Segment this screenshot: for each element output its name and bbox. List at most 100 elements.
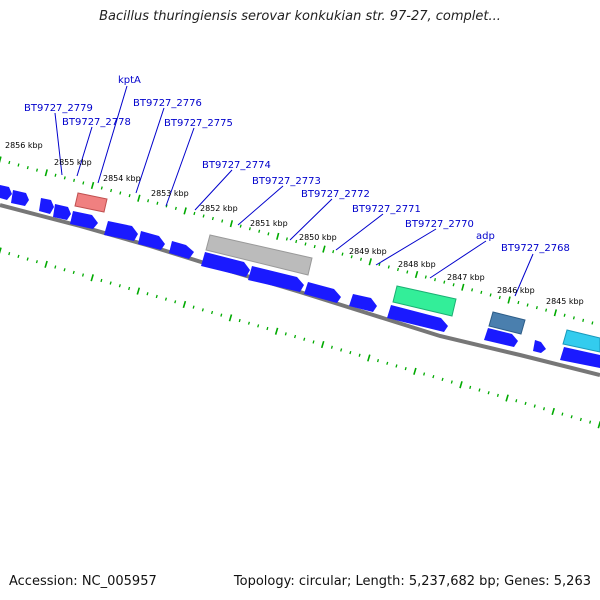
gene-label-kptA[interactable]: kptA	[118, 75, 141, 86]
gene-arrow[interactable]	[104, 221, 138, 241]
gene-arrow[interactable]	[39, 198, 54, 214]
gene-label-BT9727_2768[interactable]: BT9727_2768	[501, 243, 570, 254]
inner-tick	[330, 345, 333, 349]
accession-label: Accession: NC_005957	[9, 574, 157, 589]
gene-label-adp[interactable]: adp	[476, 231, 495, 242]
gene-arrow[interactable]	[169, 241, 194, 259]
inner-tick	[561, 412, 564, 416]
leader-line	[165, 127, 195, 207]
outer-tick	[90, 181, 95, 190]
outer-tick	[304, 242, 307, 246]
gene-feature-2775-region[interactable]	[205, 234, 313, 276]
gene-arrow[interactable]	[201, 252, 250, 277]
outer-tick	[535, 306, 538, 310]
gene-label-BT9727_2772[interactable]: BT9727_2772	[301, 189, 370, 200]
inner-tick	[81, 273, 85, 277]
outer-tick	[359, 257, 363, 261]
leader-line	[289, 198, 333, 241]
gene-label-BT9727_2776[interactable]: BT9727_2776	[133, 98, 202, 109]
outer-tick	[229, 220, 234, 228]
kbp-label-2850: 2850 kbp	[299, 233, 337, 242]
inner-tick	[589, 420, 592, 424]
inner-tick	[136, 287, 141, 295]
outer-tick	[211, 216, 214, 221]
inner-tick	[293, 334, 297, 339]
gene-label-BT9727_2770[interactable]: BT9727_2770	[405, 219, 474, 230]
gene-arrow[interactable]	[560, 347, 600, 368]
gene-arrow[interactable]	[387, 305, 448, 332]
inner-tick	[570, 415, 573, 419]
outer-tick	[341, 252, 344, 256]
inner-tick	[266, 326, 269, 331]
inner-tick	[505, 394, 509, 402]
gene-label-BT9727_2775[interactable]: BT9727_2775	[164, 118, 233, 129]
genome-summary-label: Topology: circular; Length: 5,237,682 bp…	[233, 574, 591, 589]
inner-tick	[320, 340, 325, 349]
leader-line	[54, 112, 63, 176]
outer-tick	[350, 255, 353, 259]
inner-tick	[413, 367, 417, 375]
gene-arrow[interactable]	[304, 282, 341, 303]
inner-tick	[63, 268, 66, 272]
outer-tick	[489, 293, 492, 297]
gene-label-BT9727_2779[interactable]: BT9727_2779	[24, 103, 93, 114]
outer-tick	[267, 232, 270, 236]
inner-tick	[72, 270, 75, 274]
inner-tick	[542, 407, 546, 411]
leader-line	[76, 126, 93, 177]
outer-tick	[471, 288, 474, 292]
outer-tick	[44, 169, 48, 177]
gene-arrow[interactable]	[138, 231, 165, 250]
outer-tick	[582, 318, 585, 322]
outer-tick	[545, 308, 548, 312]
outer-tick	[378, 262, 381, 266]
gene-arrow[interactable]	[349, 294, 377, 312]
gene-arrow[interactable]	[484, 328, 518, 347]
inner-tick	[432, 375, 435, 379]
gene-arrow[interactable]	[248, 266, 304, 292]
outer-tick	[183, 207, 187, 215]
kbp-label-2856: 2856 kbp	[5, 141, 43, 150]
gene-label-BT9727_2771[interactable]: BT9727_2771	[352, 204, 421, 215]
outer-tick	[434, 278, 437, 282]
gene-label-BT9727_2778[interactable]: BT9727_2778	[62, 117, 131, 128]
outer-tick	[572, 316, 575, 320]
inner-tick	[17, 254, 20, 258]
gene-label-BT9727_2773[interactable]: BT9727_2773	[252, 176, 321, 187]
outer-tick	[119, 191, 122, 195]
kbp-label-2845: 2845 kbp	[546, 297, 584, 306]
gene-feature-BT9727_2770[interactable]	[392, 285, 457, 317]
inner-tick	[303, 337, 306, 341]
gene-label-BT9727_2774[interactable]: BT9727_2774	[202, 160, 271, 171]
inner-tick	[220, 313, 223, 317]
leader-line	[135, 107, 165, 194]
inner-tick	[395, 364, 398, 368]
inner-tick	[367, 354, 371, 362]
gene-arrow[interactable]	[70, 211, 98, 229]
gene-feature-right-cyan[interactable]	[562, 329, 600, 353]
gene-feature-kptA[interactable]	[74, 192, 108, 213]
inner-tick	[579, 417, 582, 422]
inner-tick	[404, 367, 407, 371]
inner-tick	[155, 294, 158, 299]
gene-arrow[interactable]	[0, 185, 12, 200]
outer-tick	[443, 280, 446, 284]
outer-tick	[553, 309, 558, 317]
outer-tick	[387, 265, 390, 269]
leader-line	[237, 185, 284, 226]
gene-arrow[interactable]	[11, 190, 29, 206]
inner-tick	[524, 401, 527, 405]
outer-tick	[406, 270, 409, 274]
outer-tick	[0, 156, 2, 164]
gene-arrow[interactable]	[533, 340, 546, 353]
inner-tick	[496, 393, 499, 397]
inner-tick	[487, 391, 490, 395]
outer-tick	[322, 245, 326, 253]
gene-arrow[interactable]	[53, 204, 71, 220]
inner-tick	[358, 353, 361, 357]
inner-tick	[450, 380, 453, 384]
gene-feature-BT9727_2768[interactable]	[488, 311, 526, 335]
inner-tick	[44, 260, 48, 268]
kbp-label-2855: 2855 kbp	[54, 158, 92, 167]
